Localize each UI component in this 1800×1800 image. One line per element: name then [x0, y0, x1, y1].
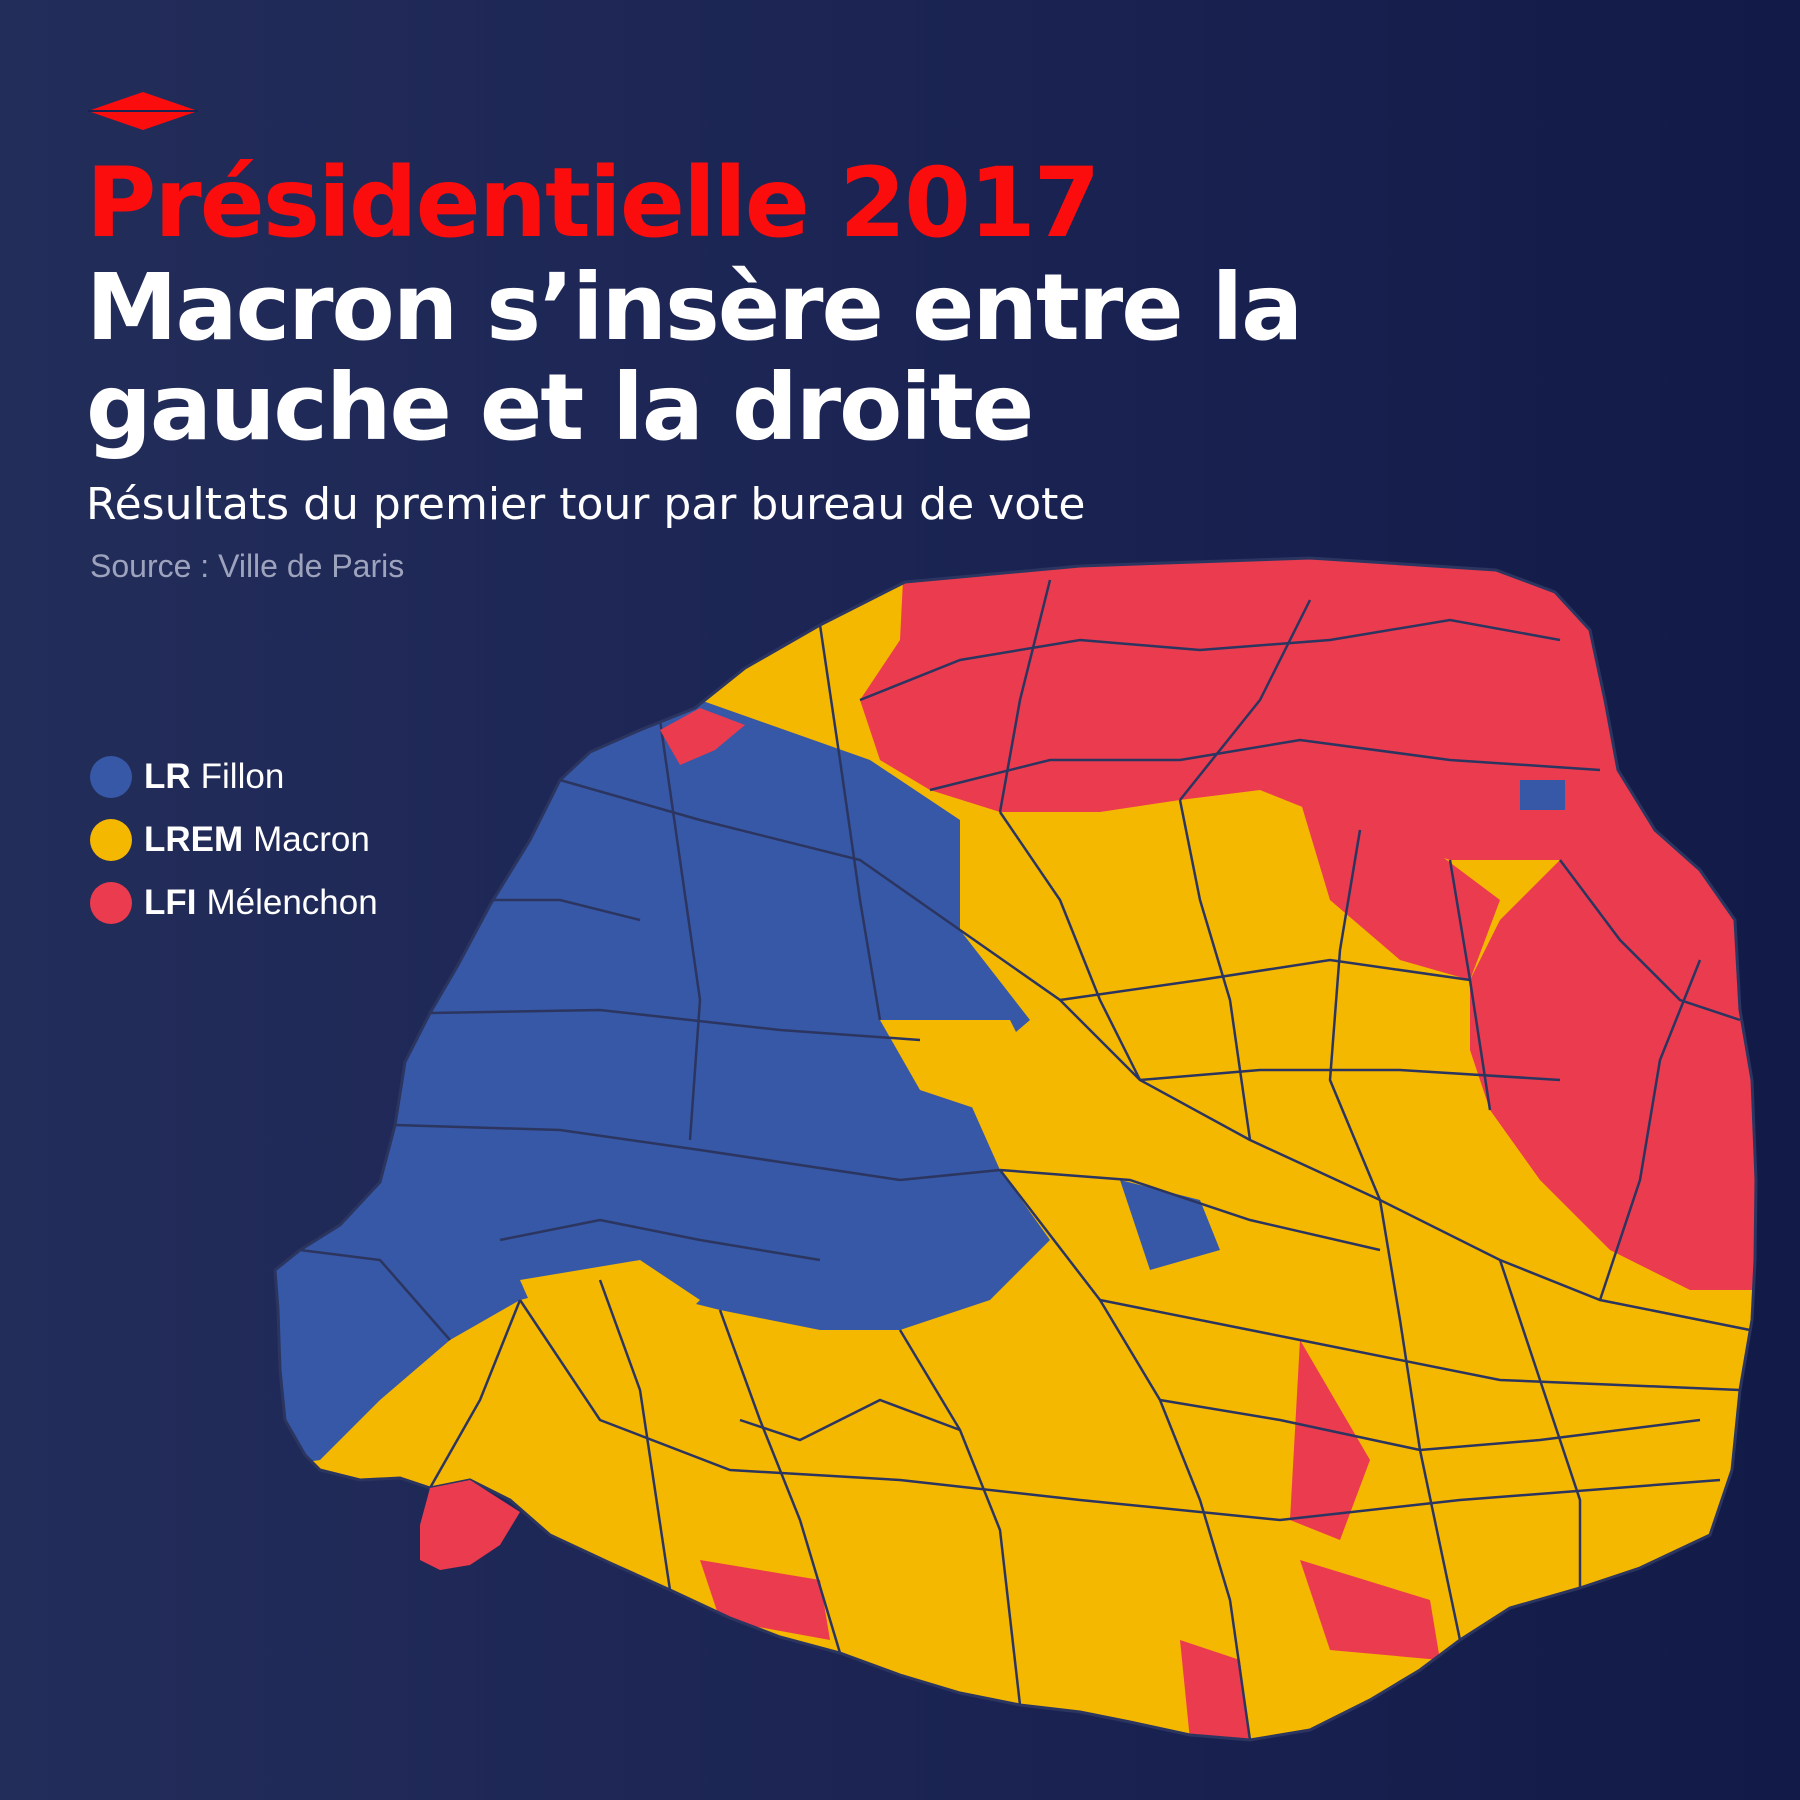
- legend-item-lr: LR Fillon: [90, 755, 378, 799]
- legend-party-lrem: LREM: [144, 820, 244, 859]
- map-area-lfi-southeast: [1300, 1560, 1440, 1660]
- map-area-lfi-southwest-tip: [420, 1480, 520, 1570]
- legend-item-lfi: LFI Mélenchon: [90, 881, 378, 925]
- logo-diamond-icon: [88, 92, 198, 130]
- legend: LR Fillon LREM Macron LFI Mélenchon: [90, 755, 378, 944]
- legend-candidate-lrem: Macron: [253, 820, 370, 859]
- map-boundaries: [299, 579, 1751, 1740]
- overtitle: Présidentielle 2017: [86, 147, 1100, 259]
- map-area-lfi-northeast: [1300, 800, 1500, 980]
- source-note: Source : Ville de Paris: [90, 548, 405, 584]
- legend-item-lrem: LREM Macron: [90, 818, 378, 862]
- subtitle: Résultats du premier tour par bureau de …: [86, 479, 1086, 530]
- page-title: Macron s’insère entre la gauche et la dr…: [86, 254, 1303, 461]
- paris-outline: [273, 556, 1758, 1742]
- map-area-lfi-northwest-tip: [660, 708, 745, 765]
- map-area-lfi-south-edge: [1180, 1640, 1250, 1740]
- map-area-lfi-east: [1470, 860, 1756, 1290]
- map-area-lrem-southwest: [520, 1260, 700, 1370]
- legend-candidate-lfi: Mélenchon: [206, 883, 378, 922]
- legend-swatch-lfi: [90, 882, 132, 924]
- legend-swatch-lr: [90, 756, 132, 798]
- map-area-lfi-south: [1290, 1340, 1370, 1540]
- legend-party-lr: LR: [144, 757, 191, 796]
- legend-candidate-lr: Fillon: [200, 757, 285, 796]
- legend-swatch-lrem: [90, 819, 132, 861]
- legend-party-lfi: LFI: [144, 883, 197, 922]
- map-area-lr-northeast: [1520, 780, 1565, 810]
- map-area-lrem-trocadero: [880, 1020, 1040, 1110]
